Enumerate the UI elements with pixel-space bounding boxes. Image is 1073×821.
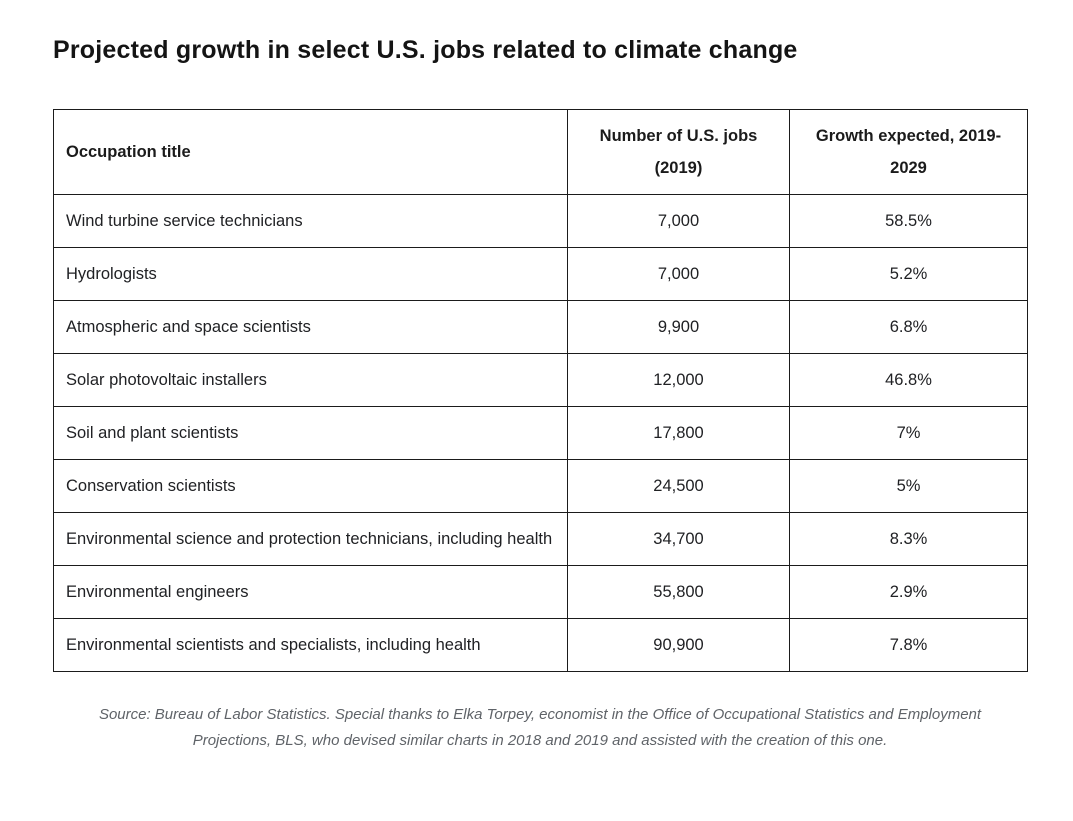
header-growth-expected: Growth expected, 2019- 2029: [789, 109, 1028, 195]
occupation-cell: Environmental engineers: [53, 565, 568, 619]
growth-cell: 5.2%: [789, 247, 1028, 301]
header-number-of-jobs-line2: (2019): [654, 159, 703, 177]
jobs-cell: 17,800: [567, 406, 790, 460]
table-row: Atmospheric and space scientists 9,900 6…: [53, 300, 1028, 354]
header-growth-expected-line2: 2029: [890, 159, 927, 177]
growth-cell: 5%: [789, 459, 1028, 513]
header-number-of-jobs: Number of U.S. jobs (2019): [567, 109, 790, 195]
jobs-cell: 7,000: [567, 194, 790, 248]
table-row: Environmental engineers 55,800 2.9%: [53, 565, 1028, 619]
growth-cell: 6.8%: [789, 300, 1028, 354]
growth-cell: 7.8%: [789, 618, 1028, 672]
jobs-cell: 24,500: [567, 459, 790, 513]
table-row: Conservation scientists 24,500 5%: [53, 459, 1028, 513]
table-row: Hydrologists 7,000 5.2%: [53, 247, 1028, 301]
jobs-cell: 55,800: [567, 565, 790, 619]
jobs-cell: 9,900: [567, 300, 790, 354]
occupation-cell: Conservation scientists: [53, 459, 568, 513]
header-growth-expected-line1: Growth expected, 2019-: [815, 127, 1002, 145]
occupation-cell: Environmental science and protection tec…: [53, 512, 568, 566]
page-title: Projected growth in select U.S. jobs rel…: [53, 36, 798, 64]
table-row: Environmental scientists and specialists…: [53, 618, 1028, 672]
table-row: Solar photovoltaic installers 12,000 46.…: [53, 353, 1028, 407]
jobs-cell: 34,700: [567, 512, 790, 566]
occupation-cell: Wind turbine service technicians: [53, 194, 568, 248]
growth-cell: 8.3%: [789, 512, 1028, 566]
occupation-cell: Solar photovoltaic installers: [53, 353, 568, 407]
jobs-cell: 90,900: [567, 618, 790, 672]
occupation-cell: Environmental scientists and specialists…: [53, 618, 568, 672]
growth-cell: 2.9%: [789, 565, 1028, 619]
jobs-growth-table: Occupation title Number of U.S. jobs (20…: [53, 109, 1028, 672]
growth-cell: 7%: [789, 406, 1028, 460]
table-row: Wind turbine service technicians 7,000 5…: [53, 194, 1028, 248]
header-number-of-jobs-line1: Number of U.S. jobs: [599, 127, 758, 145]
occupation-cell: Soil and plant scientists: [53, 406, 568, 460]
table-header-row: Occupation title Number of U.S. jobs (20…: [53, 109, 1028, 195]
occupation-cell: Hydrologists: [53, 247, 568, 301]
source-caption: Source: Bureau of Labor Statistics. Spec…: [98, 706, 982, 749]
header-occupation-title: Occupation title: [53, 109, 568, 195]
growth-cell: 46.8%: [789, 353, 1028, 407]
table-row: Soil and plant scientists 17,800 7%: [53, 406, 1028, 460]
jobs-cell: 7,000: [567, 247, 790, 301]
jobs-cell: 12,000: [567, 353, 790, 407]
table-row: Environmental science and protection tec…: [53, 512, 1028, 566]
occupation-cell: Atmospheric and space scientists: [53, 300, 568, 354]
growth-cell: 58.5%: [789, 194, 1028, 248]
